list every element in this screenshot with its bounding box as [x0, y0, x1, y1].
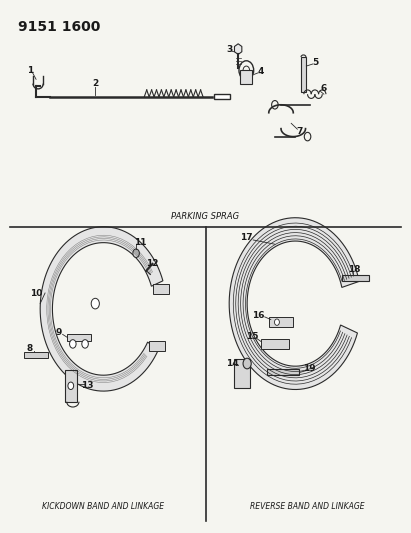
Bar [153, 284, 169, 294]
Bar [267, 369, 299, 375]
Circle shape [82, 340, 88, 348]
Bar [67, 334, 91, 341]
Text: REVERSE BAND AND LINKAGE: REVERSE BAND AND LINKAGE [250, 503, 365, 512]
Bar [269, 317, 293, 327]
Circle shape [243, 358, 251, 369]
Text: 13: 13 [81, 381, 93, 390]
Text: 1: 1 [27, 66, 33, 75]
Bar [214, 94, 230, 100]
Text: PARKING SPRAG: PARKING SPRAG [171, 213, 240, 221]
Text: 6: 6 [321, 84, 327, 93]
Text: KICKDOWN BAND AND LINKAGE: KICKDOWN BAND AND LINKAGE [42, 503, 164, 512]
Polygon shape [229, 217, 359, 390]
Bar [342, 275, 369, 281]
Text: 3: 3 [227, 45, 233, 54]
Polygon shape [40, 227, 163, 391]
Bar [214, 94, 230, 100]
Bar [24, 352, 48, 358]
Circle shape [275, 319, 279, 325]
Bar [65, 370, 77, 402]
Text: 9151 1600: 9151 1600 [18, 20, 100, 34]
Circle shape [69, 340, 76, 348]
Bar [261, 339, 289, 349]
Circle shape [68, 382, 74, 390]
Polygon shape [235, 44, 242, 54]
Text: 12: 12 [146, 260, 159, 268]
Text: 9: 9 [55, 328, 62, 337]
Bar [234, 359, 250, 389]
Circle shape [91, 298, 99, 309]
Text: 17: 17 [240, 233, 253, 242]
Text: 8: 8 [27, 344, 33, 353]
Text: 5: 5 [313, 58, 319, 67]
Text: 15: 15 [246, 332, 259, 341]
Text: 19: 19 [303, 364, 316, 373]
Bar [240, 70, 252, 84]
Text: 10: 10 [30, 288, 42, 297]
Circle shape [133, 249, 139, 257]
Text: 18: 18 [348, 265, 361, 273]
Text: 7: 7 [296, 127, 302, 136]
Text: 14: 14 [226, 359, 238, 367]
Text: 4: 4 [257, 67, 264, 76]
Text: 2: 2 [92, 79, 98, 88]
Bar [301, 57, 306, 92]
Text: 16: 16 [252, 311, 265, 320]
Text: 11: 11 [134, 238, 146, 247]
Bar [149, 341, 165, 351]
